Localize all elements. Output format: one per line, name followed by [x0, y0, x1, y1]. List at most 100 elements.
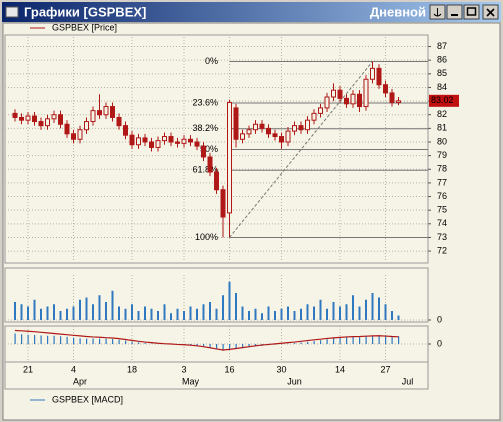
y-tick-label: 73	[437, 232, 447, 242]
candle-body	[253, 123, 258, 131]
volume-bar	[222, 295, 224, 320]
macd-bar	[326, 339, 328, 344]
x-tick-label: 16	[224, 364, 234, 374]
candle-body	[123, 125, 128, 136]
volume-bar	[280, 308, 283, 320]
maximize-icon	[466, 7, 477, 16]
volume-bar	[66, 308, 68, 320]
candle-body	[214, 171, 219, 191]
x-tick-label: 4	[71, 364, 76, 374]
volume-bar	[131, 304, 133, 320]
fib-label: 0%	[205, 56, 218, 66]
y-tick-label: 84	[437, 82, 447, 92]
macd-bar	[138, 342, 140, 344]
candle-body	[90, 110, 96, 123]
y-tick-label: 72	[437, 245, 447, 255]
candle-body	[64, 123, 70, 135]
macd-bar	[92, 338, 94, 344]
candle-body	[201, 145, 206, 158]
volume-bar	[215, 308, 218, 320]
macd-bar	[190, 344, 192, 346]
y-tick-label: 74	[437, 218, 447, 228]
candle-body	[188, 138, 193, 143]
macd-bar	[99, 338, 101, 344]
period-label[interactable]: Дневной	[370, 4, 426, 19]
macd-bar	[398, 336, 400, 344]
volume-bar	[306, 304, 309, 320]
macd-bar	[346, 337, 348, 344]
macd-legend: GSPBEX [MACD]	[52, 394, 123, 404]
x-tick-label: 18	[127, 364, 137, 374]
volume-bar	[352, 295, 354, 320]
candle-body	[19, 116, 24, 121]
candle-body	[370, 67, 375, 80]
minimize-icon	[451, 14, 458, 16]
macd-bar	[333, 338, 335, 344]
candle-body	[233, 107, 239, 140]
candle-body	[25, 115, 31, 121]
candle-body	[155, 140, 161, 148]
macd-bar	[34, 335, 36, 344]
macd-bar	[21, 334, 23, 344]
macd-bar	[203, 344, 205, 347]
y-tick-label: 80	[437, 136, 447, 146]
fib-label: 50%	[200, 144, 218, 154]
month-label: May	[182, 376, 200, 386]
candle-body	[149, 141, 154, 148]
x-tick-label: 30	[276, 364, 286, 374]
volume-bar	[209, 302, 211, 320]
minimize-button[interactable]	[446, 4, 463, 20]
fib-label: 61.8%	[192, 165, 218, 175]
macd-bar	[79, 338, 81, 344]
macd-line	[14, 329, 399, 351]
macd-bar	[209, 344, 211, 348]
volume-bar	[287, 306, 289, 320]
macd-bar	[378, 335, 380, 344]
macd-bar	[14, 333, 16, 344]
macd-bar	[216, 344, 218, 349]
y-tick-label: 87	[437, 41, 447, 51]
volume-bar	[92, 304, 94, 320]
candle-body	[142, 137, 148, 143]
volume-bar	[202, 304, 205, 320]
macd-bar	[248, 344, 250, 348]
candle-body	[305, 119, 310, 131]
volume-bar	[241, 306, 244, 320]
window-buttons	[429, 4, 499, 20]
candle-body	[32, 115, 37, 123]
y-tick-label: 82	[437, 109, 447, 119]
month-label: Jun	[287, 376, 302, 386]
macd-bar	[320, 340, 322, 344]
volume-bar	[345, 304, 348, 320]
x-tick-label: 14	[335, 364, 345, 374]
macd-bar	[222, 344, 224, 351]
month-label: Jul	[402, 376, 414, 386]
candle-body	[220, 189, 226, 218]
volume-bar	[124, 308, 127, 320]
candle-body	[207, 156, 213, 173]
volume-bar	[365, 299, 367, 320]
volume-bar	[248, 311, 250, 320]
candle-body	[227, 101, 232, 214]
macd-bar	[27, 334, 29, 344]
volume-bar	[14, 302, 16, 320]
candle-body	[344, 97, 349, 105]
candle-body	[337, 89, 343, 99]
candle-body	[110, 106, 115, 118]
macd-bar	[60, 336, 62, 344]
candle-body	[162, 136, 167, 142]
volume-bar	[397, 315, 400, 320]
macd-bar	[86, 338, 88, 344]
maximize-button[interactable]	[463, 4, 480, 20]
macd-bar	[294, 343, 296, 344]
candle-body	[266, 127, 271, 135]
title-bar	[2, 2, 501, 22]
volume-bar	[163, 304, 166, 320]
candle-body	[285, 130, 291, 143]
macd-bar	[118, 339, 120, 344]
candle-body	[136, 137, 141, 146]
fib-label: 100%	[195, 232, 218, 242]
last-price-label: 83.02	[431, 95, 454, 105]
candle-body	[77, 129, 83, 140]
